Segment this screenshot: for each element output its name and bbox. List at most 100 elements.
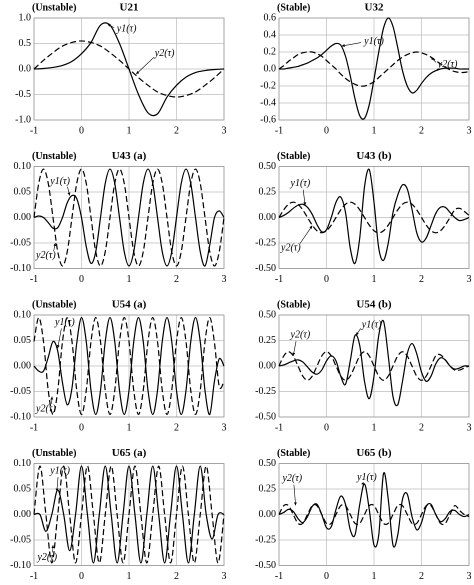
stability-label: (Stable) bbox=[277, 151, 310, 162]
panel-title: U21 bbox=[120, 2, 139, 14]
x-tick-label: 2 bbox=[174, 125, 179, 136]
label-arrow bbox=[302, 189, 307, 206]
series-label: y2(τ) bbox=[280, 242, 301, 253]
series-label: y1(τ) bbox=[116, 24, 137, 35]
y-tick-label: -0.25 bbox=[255, 534, 276, 545]
x-tick-label: 1 bbox=[372, 274, 377, 285]
series-label: y2(τ) bbox=[35, 250, 56, 261]
y-tick-label: 0.00 bbox=[259, 212, 277, 223]
panel: U21 (Unstable) -1.0 -0.5 0.0 0.5 1.0 -1 0 1 2 3 y1(τ… bbox=[15, 2, 226, 137]
y-tick-label: -0.10 bbox=[10, 411, 31, 422]
y-tick-label: 0.6 bbox=[264, 12, 277, 23]
label-arrow bbox=[341, 42, 362, 47]
series-label: y1(τ) bbox=[356, 472, 377, 483]
panel-title: U65 (a) bbox=[112, 447, 147, 459]
series-line bbox=[278, 201, 470, 234]
panel-title: U65 (b) bbox=[356, 447, 391, 459]
x-tick-label: 0 bbox=[79, 125, 84, 136]
x-tick-label: 3 bbox=[467, 125, 472, 136]
series-label: y1(τ) bbox=[49, 465, 70, 476]
x-tick-label: -1 bbox=[30, 274, 38, 285]
y-tick-label: -0.5 bbox=[15, 89, 31, 100]
x-tick-label: 1 bbox=[127, 274, 132, 285]
y-tick-label: 0.4 bbox=[264, 29, 277, 40]
y-tick-label: 0.10 bbox=[14, 309, 32, 320]
x-tick-label: 3 bbox=[467, 422, 472, 433]
y-tick-label: -0.25 bbox=[255, 386, 276, 397]
x-tick-label: 1 bbox=[127, 571, 132, 582]
label-arrow bbox=[107, 23, 115, 28]
series-line bbox=[278, 17, 469, 120]
series-line bbox=[278, 503, 470, 526]
x-tick-label: 2 bbox=[174, 422, 179, 433]
series-line bbox=[278, 51, 470, 87]
series-line bbox=[33, 168, 225, 267]
x-tick-label: 1 bbox=[372, 571, 377, 582]
label-arrow bbox=[292, 341, 297, 356]
panel: U43 (b) (Stable) -0.50 -0.25 0.00 0.25 0.50 -1 0… bbox=[255, 150, 471, 285]
x-tick-label: -1 bbox=[275, 125, 283, 136]
x-tick-label: 3 bbox=[222, 422, 227, 433]
y-tick-label: -0.2 bbox=[260, 80, 276, 91]
y-tick-label: 0.00 bbox=[259, 509, 277, 520]
label-arrow bbox=[355, 328, 361, 336]
x-tick-label: 0 bbox=[324, 422, 329, 433]
x-tick-label: 0 bbox=[79, 571, 84, 582]
x-tick-label: 3 bbox=[222, 571, 227, 582]
y-tick-label: -0.10 bbox=[10, 560, 31, 571]
label-arrow bbox=[56, 328, 62, 349]
stability-label: (Stable) bbox=[277, 299, 310, 310]
series-line bbox=[278, 319, 470, 407]
series-label: y1(τ) bbox=[363, 36, 384, 47]
series-label: y2(τ) bbox=[154, 48, 175, 59]
y-tick-label: 0.00 bbox=[259, 360, 277, 371]
y-tick-label: 0.50 bbox=[259, 458, 277, 469]
x-tick-label: 2 bbox=[419, 422, 424, 433]
y-tick-label: 0.25 bbox=[259, 186, 277, 197]
y-tick-label: 0.50 bbox=[259, 161, 277, 172]
stability-label: (Unstable) bbox=[32, 151, 76, 162]
y-tick-label: -0.4 bbox=[260, 97, 276, 108]
panel-title: U43 (a) bbox=[112, 150, 147, 162]
x-tick-label: 3 bbox=[222, 274, 227, 285]
y-tick-label: -0.10 bbox=[10, 263, 31, 274]
x-tick-label: 2 bbox=[419, 125, 424, 136]
x-tick-label: 2 bbox=[174, 571, 179, 582]
x-tick-label: -1 bbox=[30, 422, 38, 433]
y-tick-label: -0.50 bbox=[255, 263, 276, 274]
x-tick-label: 0 bbox=[324, 571, 329, 582]
series-line bbox=[33, 465, 225, 564]
x-tick-label: 0 bbox=[324, 125, 329, 136]
series-line bbox=[33, 40, 225, 98]
panel: U43 (a) (Unstable) -0.10 -0.05 0.00 0.05 0.10 -… bbox=[10, 150, 226, 285]
x-tick-label: 1 bbox=[372, 422, 377, 433]
y-tick-label: 0.25 bbox=[259, 335, 277, 346]
stability-label: (Stable) bbox=[277, 448, 310, 459]
series-line bbox=[33, 465, 225, 564]
y-tick-label: 0.05 bbox=[14, 186, 32, 197]
x-tick-label: 2 bbox=[419, 571, 424, 582]
series-label: y2(τ) bbox=[36, 552, 57, 563]
panel-title: U43 (b) bbox=[356, 150, 391, 162]
y-tick-label: 0.50 bbox=[259, 309, 277, 320]
y-tick-label: -0.05 bbox=[10, 386, 31, 397]
x-tick-label: -1 bbox=[275, 571, 283, 582]
series-line bbox=[33, 316, 225, 416]
y-tick-label: -0.50 bbox=[255, 560, 276, 571]
panel: U65 (b) (Stable) -0.50 -0.25 0.00 0.25 0.50 -1 0… bbox=[255, 447, 471, 582]
y-tick-label: -0.50 bbox=[255, 411, 276, 422]
x-tick-label: 3 bbox=[467, 571, 472, 582]
series-line bbox=[278, 168, 470, 265]
label-arrow bbox=[55, 477, 59, 492]
y-tick-label: -0.6 bbox=[260, 114, 276, 125]
series-label: y2(τ) bbox=[437, 59, 458, 70]
x-tick-label: 3 bbox=[467, 274, 472, 285]
y-tick-label: 0.2 bbox=[264, 46, 277, 57]
panel-title: U54 (a) bbox=[112, 299, 147, 311]
series-line bbox=[33, 316, 225, 416]
y-tick-label: -0.05 bbox=[10, 237, 31, 248]
label-arrow bbox=[50, 396, 54, 404]
x-tick-label: 3 bbox=[222, 125, 227, 136]
y-tick-label: 0.0 bbox=[19, 63, 32, 74]
